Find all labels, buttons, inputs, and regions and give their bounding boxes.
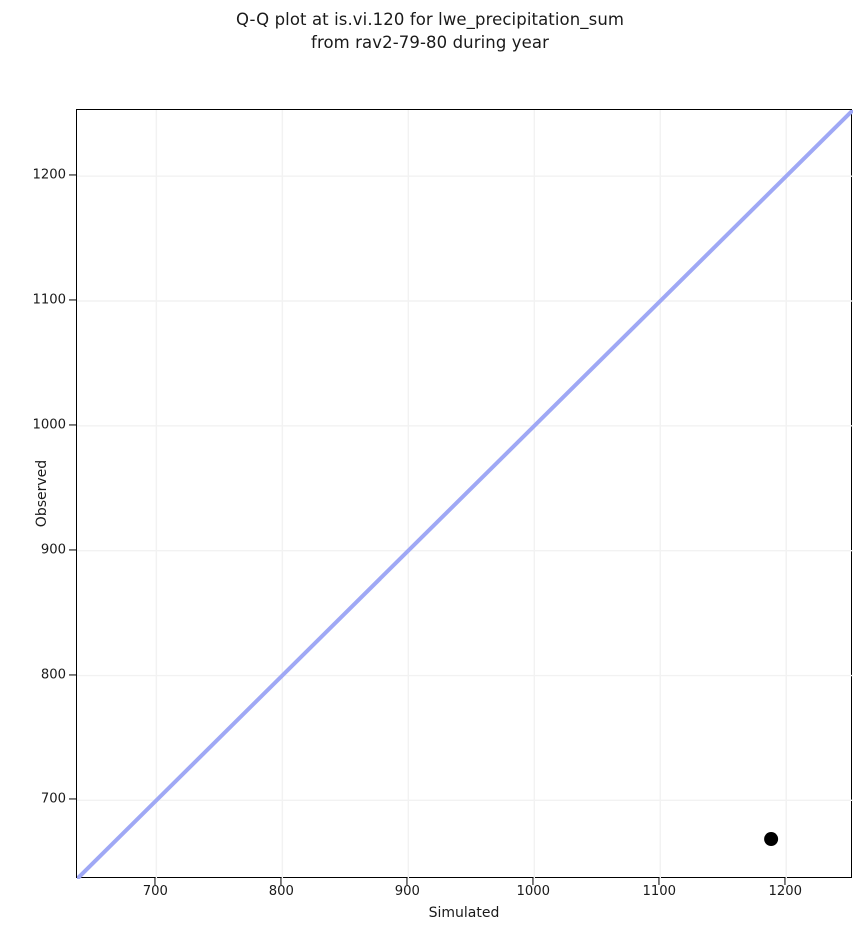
y-tick-mark xyxy=(69,424,76,426)
x-tick-mark xyxy=(280,878,282,885)
data-points xyxy=(764,832,779,847)
x-axis-tick-labels: 700 800 900 1000 1100 1200 xyxy=(0,884,860,914)
y-tick-label: 700 xyxy=(40,791,66,807)
x-tick-label: 700 xyxy=(142,884,168,899)
x-tick-mark xyxy=(532,878,534,885)
x-tick-label: 1100 xyxy=(642,884,677,899)
y-tick-label: 1100 xyxy=(32,292,66,308)
plot-canvas xyxy=(77,110,853,879)
y-tick-label: 900 xyxy=(40,542,66,558)
x-tick-label: 1000 xyxy=(516,884,551,899)
y-tick-mark xyxy=(69,549,76,551)
reference-line xyxy=(77,110,853,879)
y-tick-mark xyxy=(69,299,76,301)
x-tick-label: 900 xyxy=(394,884,420,899)
x-tick-mark xyxy=(658,878,660,885)
x-tick-mark xyxy=(154,878,156,885)
x-tick-label: 800 xyxy=(268,884,294,899)
y-tick-label: 1200 xyxy=(32,167,66,183)
x-tick-mark xyxy=(784,878,786,885)
chart-title-line-1: Q-Q plot at is.vi.120 for lwe_precipitat… xyxy=(235,10,625,29)
y-tick-mark xyxy=(69,174,76,176)
y-tick-mark xyxy=(69,673,76,676)
data-point-marker xyxy=(764,832,779,847)
plot-area xyxy=(76,109,853,879)
chart-title: Q-Q plot at is.vi.120 for lwe_precipitat… xyxy=(0,8,860,54)
y-tick-mark xyxy=(69,798,76,800)
y-axis-tick-labels: 700 800 900 1000 1100 1200 xyxy=(0,0,66,934)
gridlines xyxy=(77,110,853,879)
x-tick-mark xyxy=(406,878,408,885)
y-tick-label: 800 xyxy=(40,667,66,682)
reference-line-path xyxy=(77,110,853,879)
x-tick-label: 1200 xyxy=(768,884,802,899)
chart-title-line-2: from rav2-79-80 during year xyxy=(311,33,549,52)
x-axis-title: Simulated xyxy=(428,905,500,921)
y-tick-label: 1000 xyxy=(32,417,66,433)
